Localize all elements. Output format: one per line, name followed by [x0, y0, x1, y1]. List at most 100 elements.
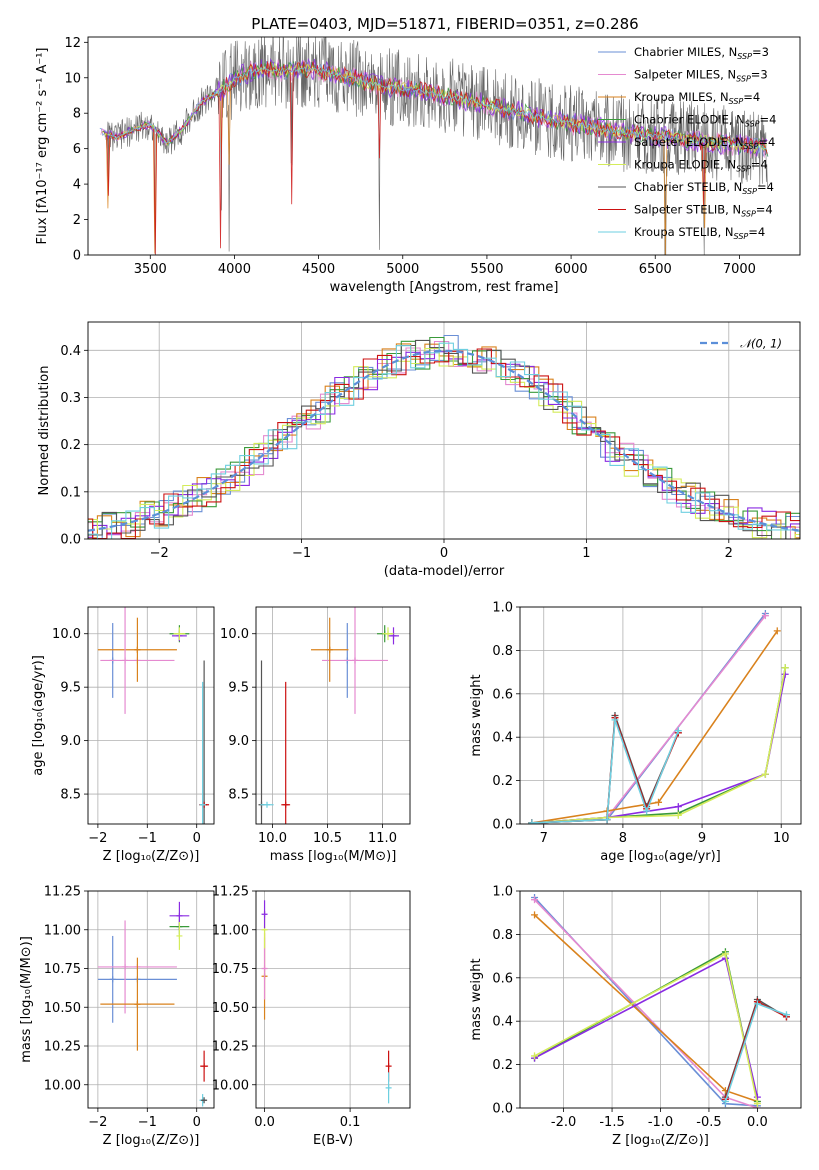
y-tick-label: 10.25 — [44, 1040, 81, 1055]
y-tick-label: 0.0 — [492, 1102, 513, 1117]
data-point — [134, 646, 141, 653]
plot-area-mass-weight-vs-Z — [531, 894, 790, 1108]
axes-mass-weight-vs-Z: -2.0 -1.5 -1.0 -0.5 0.0 0.0 0.2 0.4 0.6 0.8 1.0 Z [… — [469, 885, 802, 1148]
y-tick-label: 0.8 — [492, 644, 513, 659]
plot-area-mass-vs-Z — [97, 901, 209, 1107]
x-tick-label: 8 — [619, 831, 627, 846]
histogram-step-3 — [88, 343, 800, 539]
weight-marker — [674, 811, 682, 819]
weight-marker — [761, 770, 769, 778]
weight-line-9 — [724, 1002, 787, 1102]
legend-entry: Chabrier ELODIE, NSSP=4 — [634, 113, 776, 129]
x-axis-label: mass [log₁₀(M/M⊙)] — [270, 849, 397, 864]
y-tick-label: 9.5 — [60, 681, 81, 696]
x-tick-label: −2 — [88, 831, 107, 846]
legend-entry: 𝒩(0, 1) — [740, 337, 782, 351]
y-tick-label: 0.6 — [492, 971, 513, 986]
weight-marker — [603, 816, 611, 824]
data-point — [352, 657, 358, 664]
y-tick-label: 4 — [73, 178, 81, 193]
x-tick-label: 6500 — [639, 262, 672, 277]
data-point — [176, 630, 183, 637]
x-tick-label: 0 — [440, 546, 448, 561]
weight-marker — [531, 1052, 539, 1060]
legend-entry: Salpeter MILES, NSSP=3 — [634, 68, 768, 84]
spectrum-line-1 — [105, 37, 769, 255]
x-tick-label: 0.0 — [254, 1115, 275, 1130]
plot-area-age-vs-mass — [258, 607, 399, 824]
spectrum-line-8 — [106, 61, 768, 255]
y-tick-label: 0.4 — [492, 1015, 513, 1030]
x-tick-label: 11.0 — [368, 831, 397, 846]
histogram-step-2 — [88, 340, 800, 539]
weight-line-7 — [531, 715, 680, 824]
x-tick-label: 1 — [582, 546, 590, 561]
legend-entry: Salpeter STELIB, NSSP=4 — [634, 203, 773, 219]
histogram-step-8 — [88, 348, 800, 539]
data-point — [264, 801, 270, 808]
x-tick-label: 7000 — [723, 262, 756, 277]
legend-entry: Chabrier STELIB, NSSP=4 — [634, 180, 774, 196]
y-tick-label: 0.4 — [60, 344, 81, 359]
axes-frame — [87, 321, 801, 540]
data-point — [176, 912, 183, 919]
y-tick-label: 0.0 — [60, 533, 81, 548]
x-tick-label: -1.0 — [648, 1115, 673, 1130]
x-axis-label: wavelength [Angstrom, rest frame] — [330, 280, 559, 295]
x-tick-label: −2 — [88, 1115, 107, 1130]
weight-marker — [721, 1097, 729, 1105]
x-tick-label: −1 — [138, 831, 157, 846]
y-tick-label: 10.75 — [212, 962, 249, 977]
data-point — [199, 801, 206, 808]
y-tick-label: 2 — [73, 213, 81, 228]
plot-area-spectrum — [99, 37, 769, 255]
y-tick-label: 10.50 — [212, 1001, 249, 1016]
x-tick-label: 9 — [698, 831, 706, 846]
weight-marker — [782, 1011, 790, 1019]
weight-marker — [655, 798, 663, 806]
y-tick-label: 0.2 — [60, 438, 81, 453]
weight-marker — [721, 950, 729, 958]
data-point — [134, 1001, 141, 1008]
axes-residuals: −2 −1 0 1 2 0.0 0.1 0.2 0.3 0.4 (data-model)/error… — [37, 321, 801, 579]
data-point — [201, 1063, 208, 1070]
data-point — [201, 1097, 208, 1104]
weight-line-8 — [724, 1000, 787, 1100]
x-tick-label: 5500 — [470, 262, 503, 277]
y-axis-label: age [log₁₀(age/yr)] — [31, 655, 46, 776]
weight-marker — [643, 807, 651, 815]
spectrum-line-9 — [107, 65, 768, 150]
y-tick-label: 11.00 — [44, 923, 81, 938]
data-point — [282, 801, 289, 808]
data-point — [261, 911, 268, 918]
x-tick-label: 0 — [193, 1115, 201, 1130]
y-axis-label: mass weight — [469, 958, 484, 1040]
weight-line-2 — [533, 899, 758, 1108]
data-point — [385, 1084, 392, 1091]
weight-marker — [611, 716, 619, 724]
y-tick-label: 0.4 — [492, 731, 513, 746]
x-tick-label: 6000 — [555, 262, 588, 277]
y-axis-label: mass weight — [469, 674, 484, 756]
weight-line-3 — [533, 914, 758, 1103]
y-tick-label: 10.50 — [44, 1001, 81, 1016]
data-point — [385, 1063, 392, 1070]
x-tick-label: 0.0 — [747, 1115, 768, 1130]
weight-marker — [753, 1093, 761, 1101]
x-tick-label: 3500 — [134, 262, 167, 277]
weight-marker — [753, 1000, 761, 1008]
x-tick-label: −1 — [138, 1115, 157, 1130]
weight-marker — [674, 727, 682, 735]
x-tick-label: -0.5 — [696, 1115, 721, 1130]
data-point — [122, 963, 129, 970]
weight-line-3 — [531, 630, 778, 824]
data-point — [122, 657, 129, 664]
x-axis-label: E(B-V) — [313, 1133, 353, 1148]
axes-frame — [255, 606, 411, 825]
y-tick-label: 0.0 — [492, 818, 513, 833]
weight-line-1 — [533, 896, 758, 1107]
y-tick-label: 9.5 — [228, 681, 249, 696]
data-point — [176, 932, 183, 939]
legend-entry: Kroupa MILES, NSSP=4 — [634, 90, 760, 106]
